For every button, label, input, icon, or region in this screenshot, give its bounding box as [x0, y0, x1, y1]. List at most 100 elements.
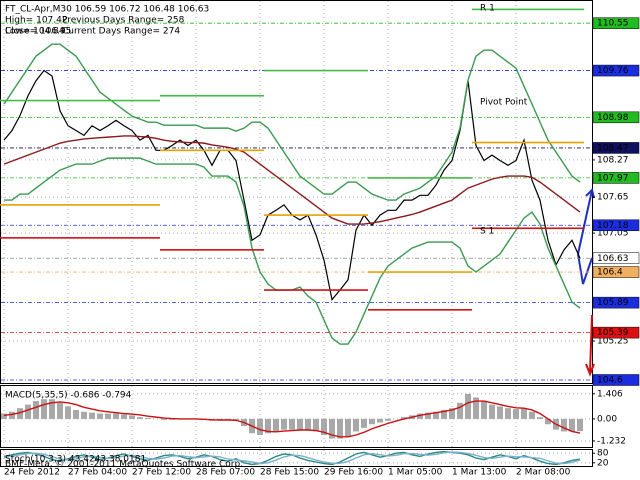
histogram-bar: [377, 418, 383, 423]
histogram-bar: [33, 401, 39, 419]
y-tick-label: 0.00: [597, 414, 617, 424]
histogram-bar: [81, 411, 87, 419]
price-label: 110.55: [597, 19, 629, 29]
histogram-bar: [457, 402, 463, 419]
price-box: [592, 219, 640, 232]
histogram-bar: [529, 411, 535, 419]
x-tick-label: 1 Mar 13:00: [452, 468, 507, 478]
price-box: [592, 252, 640, 265]
x-tick-label: 27 Feb 12:00: [132, 468, 191, 478]
histogram-bar: [385, 418, 391, 421]
price-label: 108.98: [597, 113, 629, 123]
histogram-bar: [281, 418, 287, 430]
price-box: [592, 17, 640, 29]
histogram-bar: [545, 418, 551, 425]
macd-panel: [0, 385, 593, 448]
histogram-bar: [257, 418, 263, 436]
price-box: [592, 326, 640, 339]
y-tick-label: 107.05: [597, 229, 629, 239]
histogram-bar: [161, 418, 167, 420]
histogram-bar: [321, 418, 327, 436]
y-tick-label: 105.25: [597, 337, 629, 347]
price-box: [592, 172, 640, 184]
projection-arrow: [577, 253, 593, 285]
histogram-bar: [273, 418, 279, 432]
x-tick-label: 28 Feb 15:00: [260, 468, 319, 478]
histogram-bar: [481, 401, 487, 419]
histogram-bar: [577, 418, 583, 432]
histogram-bar: [25, 404, 31, 419]
annotation: Pivot Point: [480, 98, 528, 108]
price-label: 107.18: [597, 221, 629, 231]
histogram-bar: [433, 411, 439, 419]
histogram-bar: [521, 408, 527, 419]
footnote: BMF-Meta, © 2001-2011 MetaQuotes Softwar…: [5, 460, 243, 470]
y-tick-label: 1.406: [597, 389, 623, 399]
stoch-panel: [0, 449, 593, 467]
histogram-bar: [297, 418, 303, 430]
price-box: [592, 296, 640, 309]
histogram-bar: [289, 418, 295, 430]
info-text: Current Days Range= 274: [62, 27, 180, 37]
indicator-line: [3, 400, 581, 438]
annotation: R 1: [480, 4, 495, 14]
histogram-bar: [513, 409, 519, 419]
histogram-bar: [137, 417, 143, 419]
histogram-bar: [73, 409, 79, 419]
histogram-bar: [89, 412, 95, 419]
histogram-bar: [121, 414, 127, 419]
y-tick-label: -1.232: [597, 436, 626, 446]
price-label: 106.63: [597, 254, 629, 264]
histogram-bar: [57, 402, 63, 419]
histogram-bar: [329, 418, 335, 439]
histogram-bar: [305, 418, 311, 430]
histogram-bar: [129, 415, 135, 419]
histogram-bar: [1, 413, 7, 419]
x-tick-label: 24 Feb 2012: [4, 468, 60, 478]
panel-title: Stoch(10,3,3) 43.4243 38.0181: [5, 455, 146, 465]
info-text: High= 107.42: [5, 16, 68, 26]
price-box: [592, 374, 640, 386]
histogram-bar: [105, 413, 111, 419]
histogram-bar: [313, 418, 319, 432]
price-box: [592, 64, 640, 77]
histogram-bar: [449, 408, 455, 419]
histogram-bar: [401, 417, 407, 419]
histogram-bar: [473, 397, 479, 419]
price-label: 105.39: [597, 328, 629, 338]
info-text: Low= 104.84: [5, 27, 65, 37]
x-tick-label: 28 Feb 07:00: [196, 468, 255, 478]
histogram-bar: [97, 413, 103, 419]
histogram-bar: [569, 418, 575, 432]
indicator-line: [3, 43, 581, 201]
info-text: Previous Days Range= 258: [62, 16, 185, 26]
histogram-bar: [417, 413, 423, 419]
histogram-bar: [489, 404, 495, 419]
histogram-bar: [361, 418, 367, 428]
x-tick-label: 27 Feb 04:00: [68, 468, 127, 478]
indicator-line: [3, 451, 581, 465]
histogram-bar: [345, 418, 351, 437]
histogram-bar: [441, 409, 447, 419]
price-label: 109.76: [597, 66, 629, 76]
histogram-bar: [537, 417, 543, 419]
panel-title: FT_CL-Apr,M30 106.59 106.72 106.48 106.6…: [5, 5, 209, 15]
annotation: S 1: [480, 227, 494, 237]
indicator-line: [3, 135, 581, 225]
x-tick-label: 1 Mar 05:00: [388, 468, 443, 478]
histogram-bar: [265, 418, 271, 434]
histogram-bar: [145, 418, 151, 419]
histogram-bar: [369, 418, 375, 425]
histogram-bar: [113, 413, 119, 419]
histogram-bar: [9, 411, 15, 419]
histogram-bar: [561, 418, 567, 432]
y-tick-label: 20: [597, 458, 609, 468]
histogram-bar: [169, 418, 175, 420]
projection-arrow: [577, 188, 595, 255]
panel-title: MACD(5,35,5) -0.686 -0.794: [5, 391, 132, 401]
price-label: 104.6: [597, 376, 623, 386]
histogram-bar: [337, 418, 343, 439]
histogram-bar: [17, 408, 23, 419]
